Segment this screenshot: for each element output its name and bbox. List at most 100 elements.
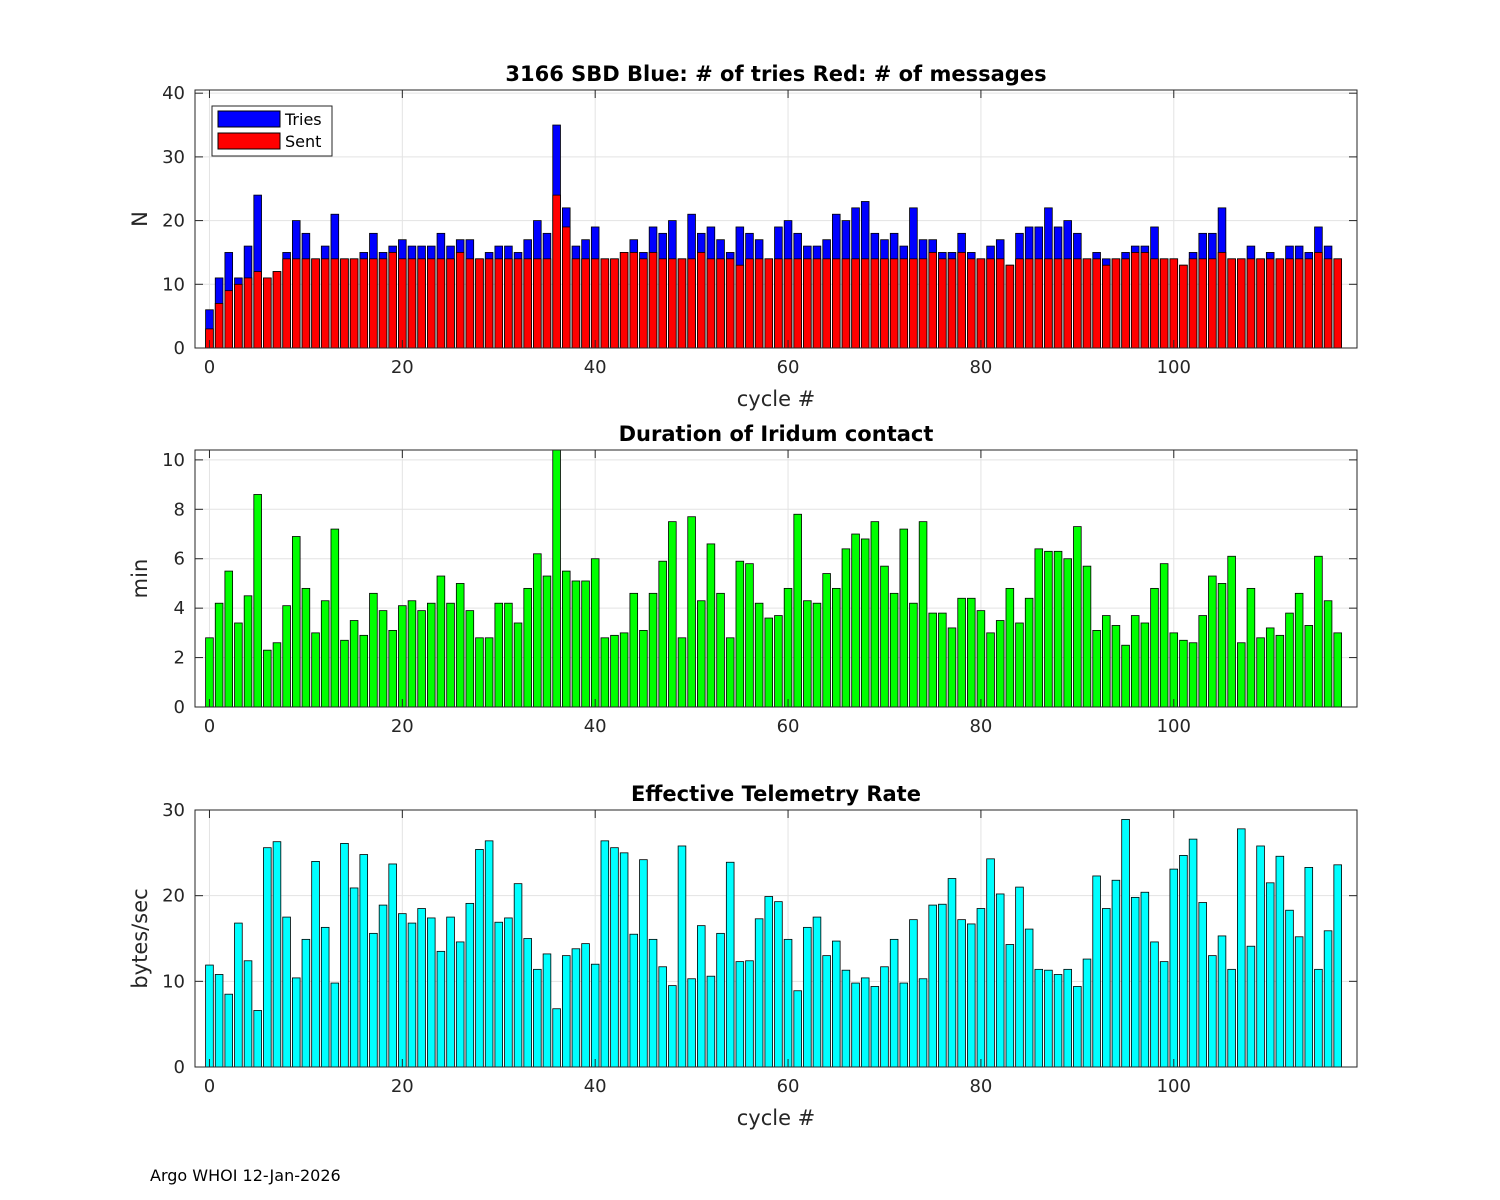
panel2-bar-value bbox=[706, 543, 716, 708]
panel2-bar-value bbox=[513, 622, 523, 708]
panel2-bar-value bbox=[436, 575, 446, 708]
panel2-ytick-label: 6 bbox=[174, 549, 185, 570]
panel3-bar-value bbox=[899, 982, 909, 1068]
panel3-bar-value bbox=[214, 974, 224, 1068]
panel2-bar-value bbox=[1024, 597, 1034, 708]
panel2-xtick-label: 60 bbox=[777, 716, 800, 737]
panel1-bar-sent bbox=[523, 258, 532, 349]
panel2-bar-value bbox=[783, 587, 793, 708]
panel1-bar-sent bbox=[581, 258, 590, 349]
panel3-bar-value bbox=[1198, 902, 1207, 1068]
panel1-bar-sent bbox=[803, 258, 812, 349]
panel1-legend-swatch-sent bbox=[217, 132, 281, 150]
panel1-bar-sent bbox=[1159, 258, 1169, 349]
panel3-bar-value bbox=[1294, 936, 1304, 1068]
panel1-bar-sent bbox=[1227, 258, 1236, 349]
panel3-xtick-label: 80 bbox=[969, 1076, 992, 1097]
panel2-bar-value bbox=[735, 560, 745, 708]
panel1-bar-sent bbox=[1092, 258, 1101, 349]
panel3-bar-value bbox=[889, 938, 899, 1068]
panel3-bar-value bbox=[1140, 891, 1150, 1068]
panel1-bar-sent bbox=[590, 258, 600, 349]
panel3-bar-value bbox=[947, 878, 957, 1068]
panel3-bar-value bbox=[754, 918, 764, 1068]
panel2-bar-value bbox=[234, 622, 243, 708]
panel2-bar-value bbox=[282, 605, 291, 708]
panel2-bar-value bbox=[745, 563, 754, 708]
panel1-bar-sent bbox=[388, 252, 397, 349]
panel3-bar-value bbox=[1121, 819, 1130, 1068]
panel3-xtick-label: 100 bbox=[1157, 1076, 1191, 1097]
panel3-bar-value bbox=[928, 904, 937, 1068]
panel2-bar-value bbox=[880, 565, 889, 708]
panel3-xlabel: cycle # bbox=[737, 1106, 816, 1130]
panel3-bar-value bbox=[426, 917, 436, 1068]
panel1-bar-sent bbox=[668, 258, 677, 349]
panel1-bar-sent bbox=[465, 258, 475, 349]
panel3-bar-value bbox=[600, 840, 610, 1068]
panel1-bar-sent bbox=[1024, 258, 1034, 349]
panel2-ytick-label: 2 bbox=[174, 648, 185, 669]
panel1-bar-sent bbox=[1179, 264, 1188, 349]
panel1-bar-sent bbox=[986, 258, 995, 349]
panel2-bar-value bbox=[1294, 592, 1304, 708]
panel2-bar-value bbox=[668, 521, 677, 708]
panel1-xtick-label: 60 bbox=[777, 357, 800, 378]
panel3-bar-value bbox=[909, 919, 918, 1068]
panel1-bar-sent bbox=[272, 271, 282, 349]
panel2-bar-value bbox=[1237, 642, 1246, 708]
panel1-bar-sent bbox=[214, 303, 224, 349]
panel3-bar-value bbox=[793, 990, 802, 1068]
panel3-xtick-label: 40 bbox=[584, 1076, 607, 1097]
panel1-bar-sent bbox=[407, 258, 417, 349]
panel3-bar-value bbox=[388, 863, 397, 1068]
panel2-bar-value bbox=[465, 610, 475, 708]
panel2-bar-value bbox=[918, 521, 928, 708]
panel2-bar-value bbox=[976, 610, 986, 708]
panel2-bar-value bbox=[301, 587, 311, 708]
panel3-bar-value bbox=[841, 969, 851, 1068]
panel3-bar-value bbox=[687, 978, 696, 1068]
panel3-xtick-label: 60 bbox=[777, 1076, 800, 1097]
panel1-bar-sent bbox=[600, 258, 610, 349]
panel3-bar-value bbox=[938, 903, 947, 1068]
panel1-bar-sent bbox=[706, 258, 716, 349]
panel1-bar-sent bbox=[234, 283, 243, 349]
panel3-bar-value bbox=[1285, 909, 1294, 1068]
panel2-bar-value bbox=[1304, 625, 1314, 708]
panel2-ylabel: min bbox=[128, 559, 152, 599]
panel3-bar-value bbox=[494, 921, 504, 1068]
panel1-bar-sent bbox=[774, 258, 783, 349]
panel1-bar-sent bbox=[253, 271, 262, 349]
panel3-bar-value bbox=[1217, 935, 1227, 1068]
panel1-bar-sent bbox=[967, 258, 976, 349]
panel2-bar-value bbox=[1314, 555, 1323, 708]
panel3-bar-value bbox=[349, 887, 359, 1068]
panel2-bar-value bbox=[1169, 632, 1179, 708]
panel3-bar-value bbox=[706, 975, 716, 1068]
panel1-bar-sent bbox=[1333, 258, 1342, 349]
panel2-bar-value bbox=[1082, 565, 1092, 708]
panel1-bar-sent bbox=[552, 194, 561, 349]
panel2-bar-value bbox=[571, 580, 581, 708]
panel1-bar-sent bbox=[1140, 252, 1150, 349]
panel2-bar-value bbox=[851, 533, 860, 708]
panel3-bar-value bbox=[581, 943, 590, 1068]
panel3-xtick-label: 0 bbox=[204, 1076, 215, 1097]
panel2-bar-value bbox=[610, 634, 619, 708]
panel1-bar-sent bbox=[484, 258, 494, 349]
panel3-bar-value bbox=[629, 933, 639, 1068]
panel1-bar-sent bbox=[957, 252, 966, 349]
panel1-bar-sent bbox=[610, 258, 619, 349]
panel3-ytick-label: 20 bbox=[162, 886, 185, 907]
panel2-bar-value bbox=[1150, 587, 1159, 708]
panel2-bar-value bbox=[214, 602, 224, 708]
panel2-bar-value bbox=[224, 570, 234, 708]
panel1-bar-sent bbox=[1034, 258, 1044, 349]
panel3-bar-value bbox=[803, 926, 812, 1068]
panel1-bar-sent bbox=[687, 258, 696, 349]
panel1-bar-sent bbox=[1237, 258, 1246, 349]
panel2-bar-value bbox=[369, 592, 378, 708]
panel2-bar-value bbox=[1285, 612, 1294, 708]
panel1-bar-sent bbox=[1294, 258, 1304, 349]
